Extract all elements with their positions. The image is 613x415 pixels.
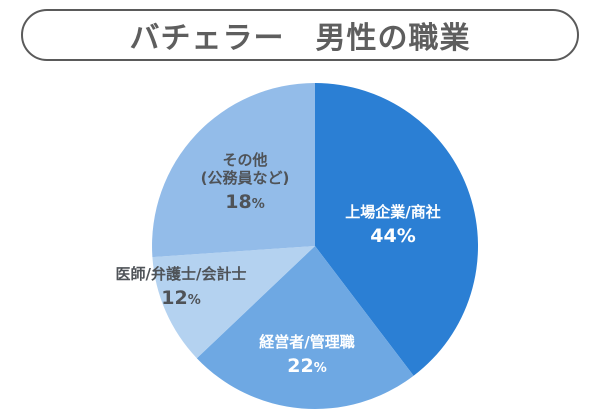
label-executive: 経営者/管理職 22% <box>232 333 382 378</box>
label-other: その他 (公務員など) 18% <box>180 151 310 214</box>
slice-professional <box>152 246 315 359</box>
label-professional: 医師/弁護士/会計士 12% <box>96 265 266 310</box>
label-name: 上場企業/商社 <box>345 203 441 221</box>
label-name: 医師/弁護士/会計士 <box>115 265 247 283</box>
label-percent: 44% <box>370 225 416 247</box>
chart-title: バチェラー 男性の職業 <box>129 21 471 56</box>
label-percent: 12% <box>161 287 201 309</box>
slice-listed-company <box>315 83 479 376</box>
label-name-line1: その他 <box>222 151 268 169</box>
label-name-line2: (公務員など) <box>200 169 290 187</box>
label-percent: 22% <box>287 355 327 377</box>
slice-executive <box>196 246 414 409</box>
label-percent: 18% <box>225 191 265 213</box>
label-listed-company: 上場企業/商社 44% <box>318 203 468 248</box>
slice-other <box>152 83 315 258</box>
title-box: バチェラー 男性の職業 <box>21 9 579 61</box>
label-name: 経営者/管理職 <box>259 333 355 351</box>
